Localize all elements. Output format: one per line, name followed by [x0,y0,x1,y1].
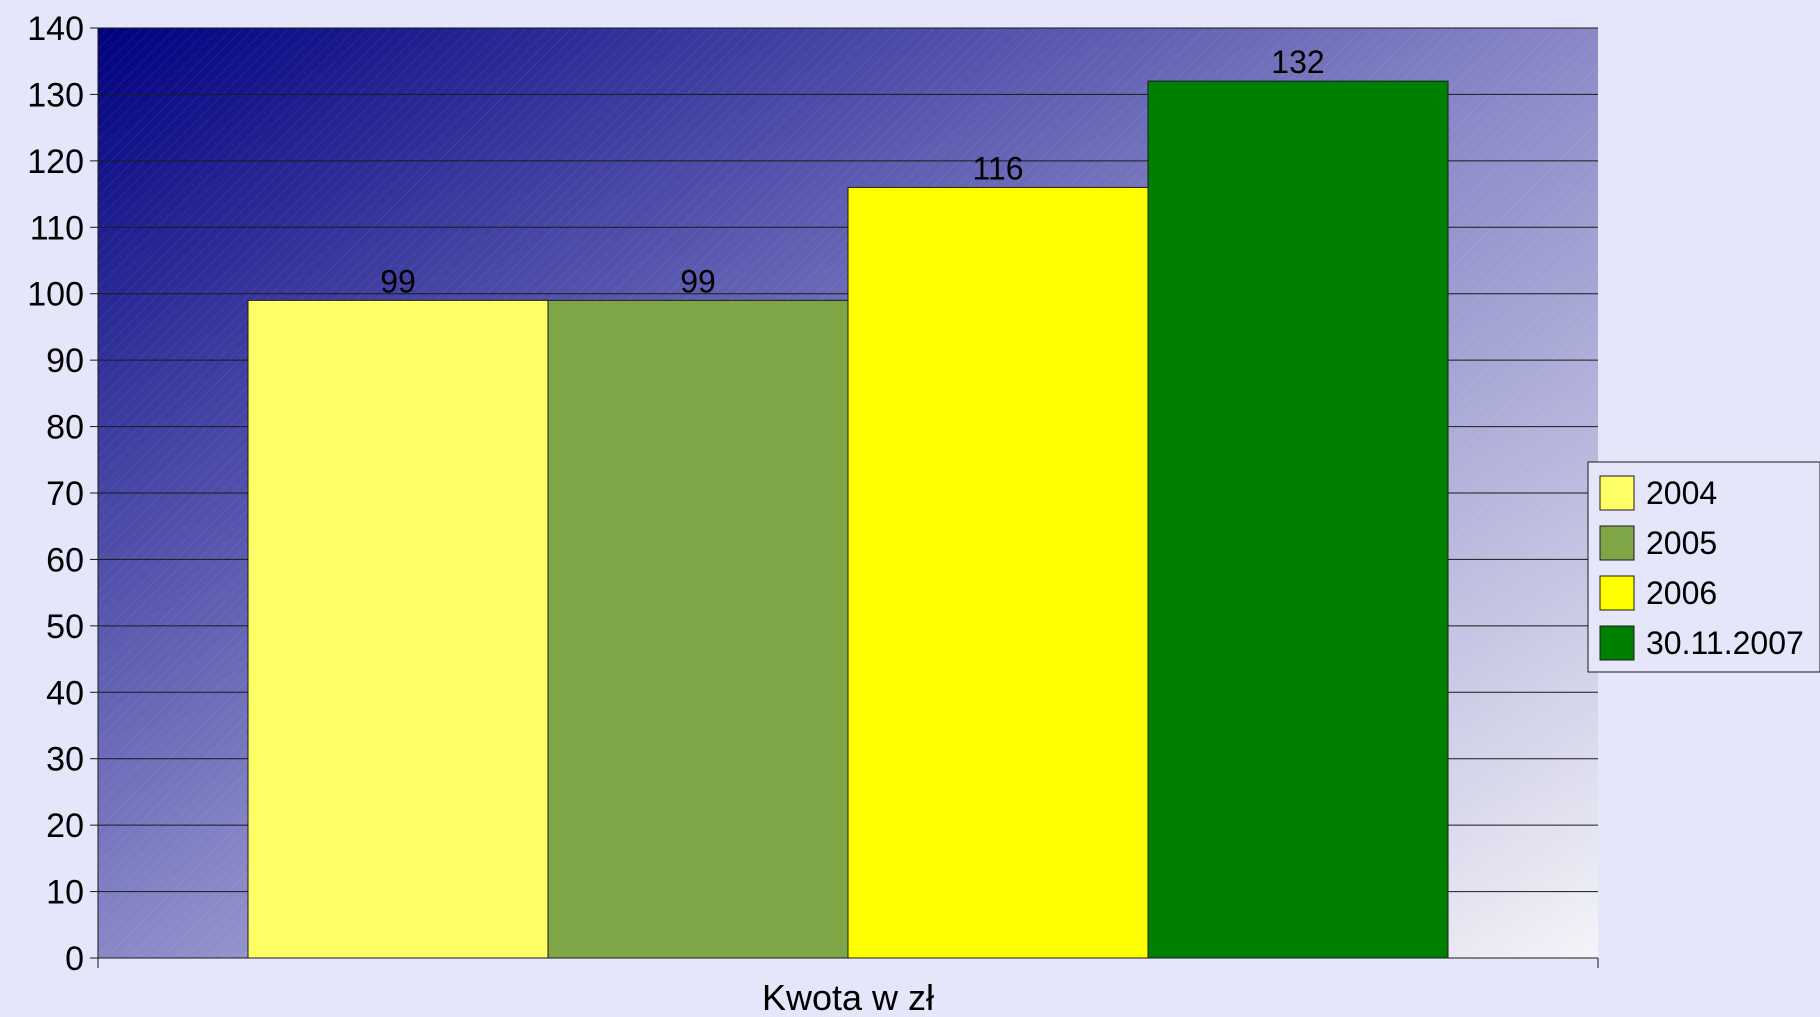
legend-swatch [1599,625,1635,661]
y-tick-label: 50 [46,608,84,646]
bar-value-label: 99 [680,263,716,299]
bar-2006 [847,186,1149,959]
legend-swatch [1599,525,1635,561]
bar-value-label: 116 [972,150,1023,186]
y-tick-label: 60 [46,541,84,579]
y-tick-label: 0 [65,940,84,978]
y-tick-label: 100 [27,276,84,314]
x-category-label: Kwota w zł [762,977,934,1017]
y-tick-label: 20 [46,807,84,845]
y-tick-label: 120 [27,143,84,181]
bar-value-label: 99 [380,263,416,299]
legend-label: 2004 [1646,475,1717,511]
bar-2004 [247,299,549,959]
bar-2005 [547,299,849,959]
y-tick-label: 110 [30,209,84,247]
legend-label: 30.11.2007 [1646,625,1804,661]
bar-30.11.2007 [1147,80,1449,959]
bar-value-label: 132 [1271,44,1324,80]
y-tick-label: 90 [46,342,84,380]
y-tick-label: 70 [46,475,84,513]
legend-swatch [1599,575,1635,611]
x-axis: Kwota w zł [97,957,1599,1017]
y-tick-label: 80 [46,409,84,447]
legend-label: 2006 [1646,575,1717,611]
y-tick-label: 10 [46,874,84,912]
y-tick-label: 30 [46,741,84,779]
legend-swatch [1599,475,1635,511]
y-tick-label: 40 [46,674,84,712]
y-tick-label: 130 [27,76,84,114]
bars: 99 99 116 132 [247,44,1449,959]
legend: 2004 2005 2006 30.11.2007 [1587,461,1820,673]
y-tick-label: 140 [27,10,84,48]
legend-label: 2005 [1646,525,1717,561]
y-axis: 0 10 20 30 40 50 60 70 80 90 100 110 120 130 140 [27,10,99,978]
